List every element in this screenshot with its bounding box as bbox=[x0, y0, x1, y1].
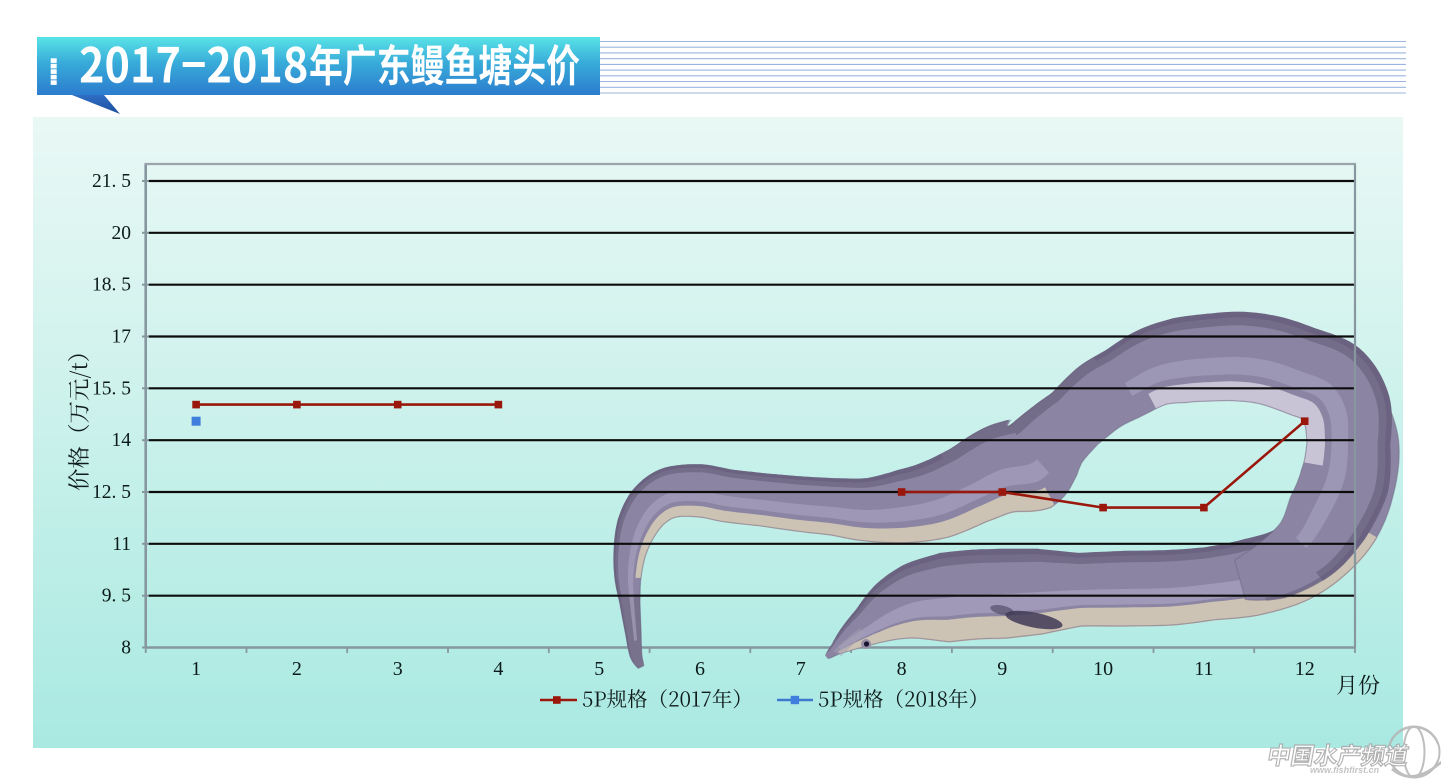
svg-text:6: 6 bbox=[695, 658, 705, 680]
svg-text:www.fishfirst.cn: www.fishfirst.cn bbox=[1310, 765, 1380, 775]
svg-text:1: 1 bbox=[191, 658, 201, 680]
svg-text:2: 2 bbox=[292, 658, 302, 680]
svg-text:10: 10 bbox=[1093, 658, 1113, 680]
svg-text:12: 12 bbox=[1295, 658, 1315, 680]
svg-text:20: 20 bbox=[112, 223, 132, 244]
svg-text:21. 5: 21. 5 bbox=[92, 171, 131, 192]
svg-text:14: 14 bbox=[112, 430, 132, 451]
svg-text:9: 9 bbox=[997, 658, 1007, 680]
svg-text:18. 5: 18. 5 bbox=[92, 275, 131, 296]
svg-text:3: 3 bbox=[393, 658, 403, 680]
svg-text:9. 5: 9. 5 bbox=[102, 586, 131, 607]
svg-text:17: 17 bbox=[112, 327, 132, 348]
svg-text:5: 5 bbox=[594, 658, 604, 680]
svg-text:8: 8 bbox=[121, 638, 131, 659]
svg-text:11: 11 bbox=[112, 534, 131, 555]
svg-text:12. 5: 12. 5 bbox=[92, 482, 131, 503]
svg-text:8: 8 bbox=[897, 658, 907, 680]
svg-text:11: 11 bbox=[1194, 658, 1213, 680]
svg-text:15. 5: 15. 5 bbox=[92, 378, 131, 399]
svg-text:7: 7 bbox=[796, 658, 806, 680]
svg-text:4: 4 bbox=[493, 658, 503, 680]
